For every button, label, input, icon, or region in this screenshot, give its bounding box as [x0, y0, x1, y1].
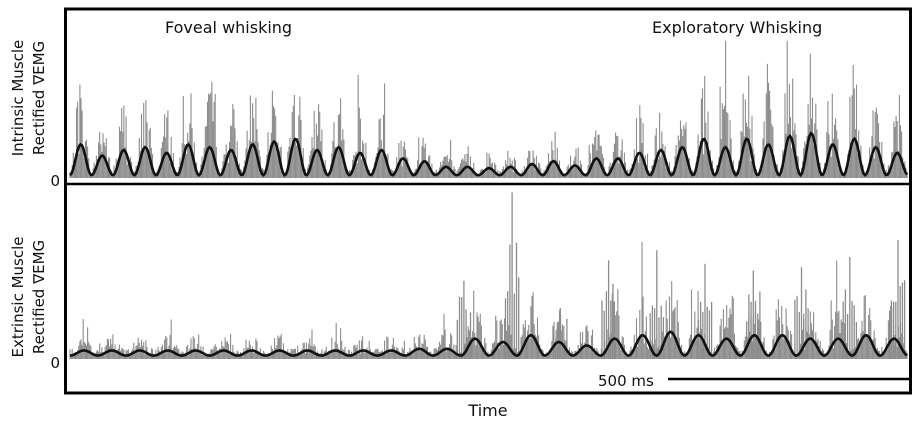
foveal-whisking-label: Foveal whisking: [165, 18, 292, 37]
intrinsic-envelope-line: [69, 131, 909, 178]
bottom-ylabel-line1: Extrinsic Muscle: [9, 237, 27, 358]
top-ylabel-line1: Intrinsic Muscle: [9, 40, 27, 157]
extrinsic-envelope-line: [69, 330, 908, 358]
top-zero-label: 0: [50, 172, 60, 190]
bottom-zero-label: 0: [50, 354, 60, 372]
top-ylabel-line2: Rectified ∇EMG: [30, 41, 48, 155]
exploratory-whisking-label: Exploratory Whisking: [652, 18, 822, 37]
bottom-ylabel-line2: Rectified ∇EMG: [30, 240, 48, 354]
scale-bar-label: 500 ms: [598, 372, 654, 390]
extrinsic-emg-trace: [69, 192, 908, 359]
intrinsic-emg-trace: [69, 40, 908, 178]
x-axis-label: Time: [467, 401, 507, 420]
figure-frame: [64, 7, 912, 395]
